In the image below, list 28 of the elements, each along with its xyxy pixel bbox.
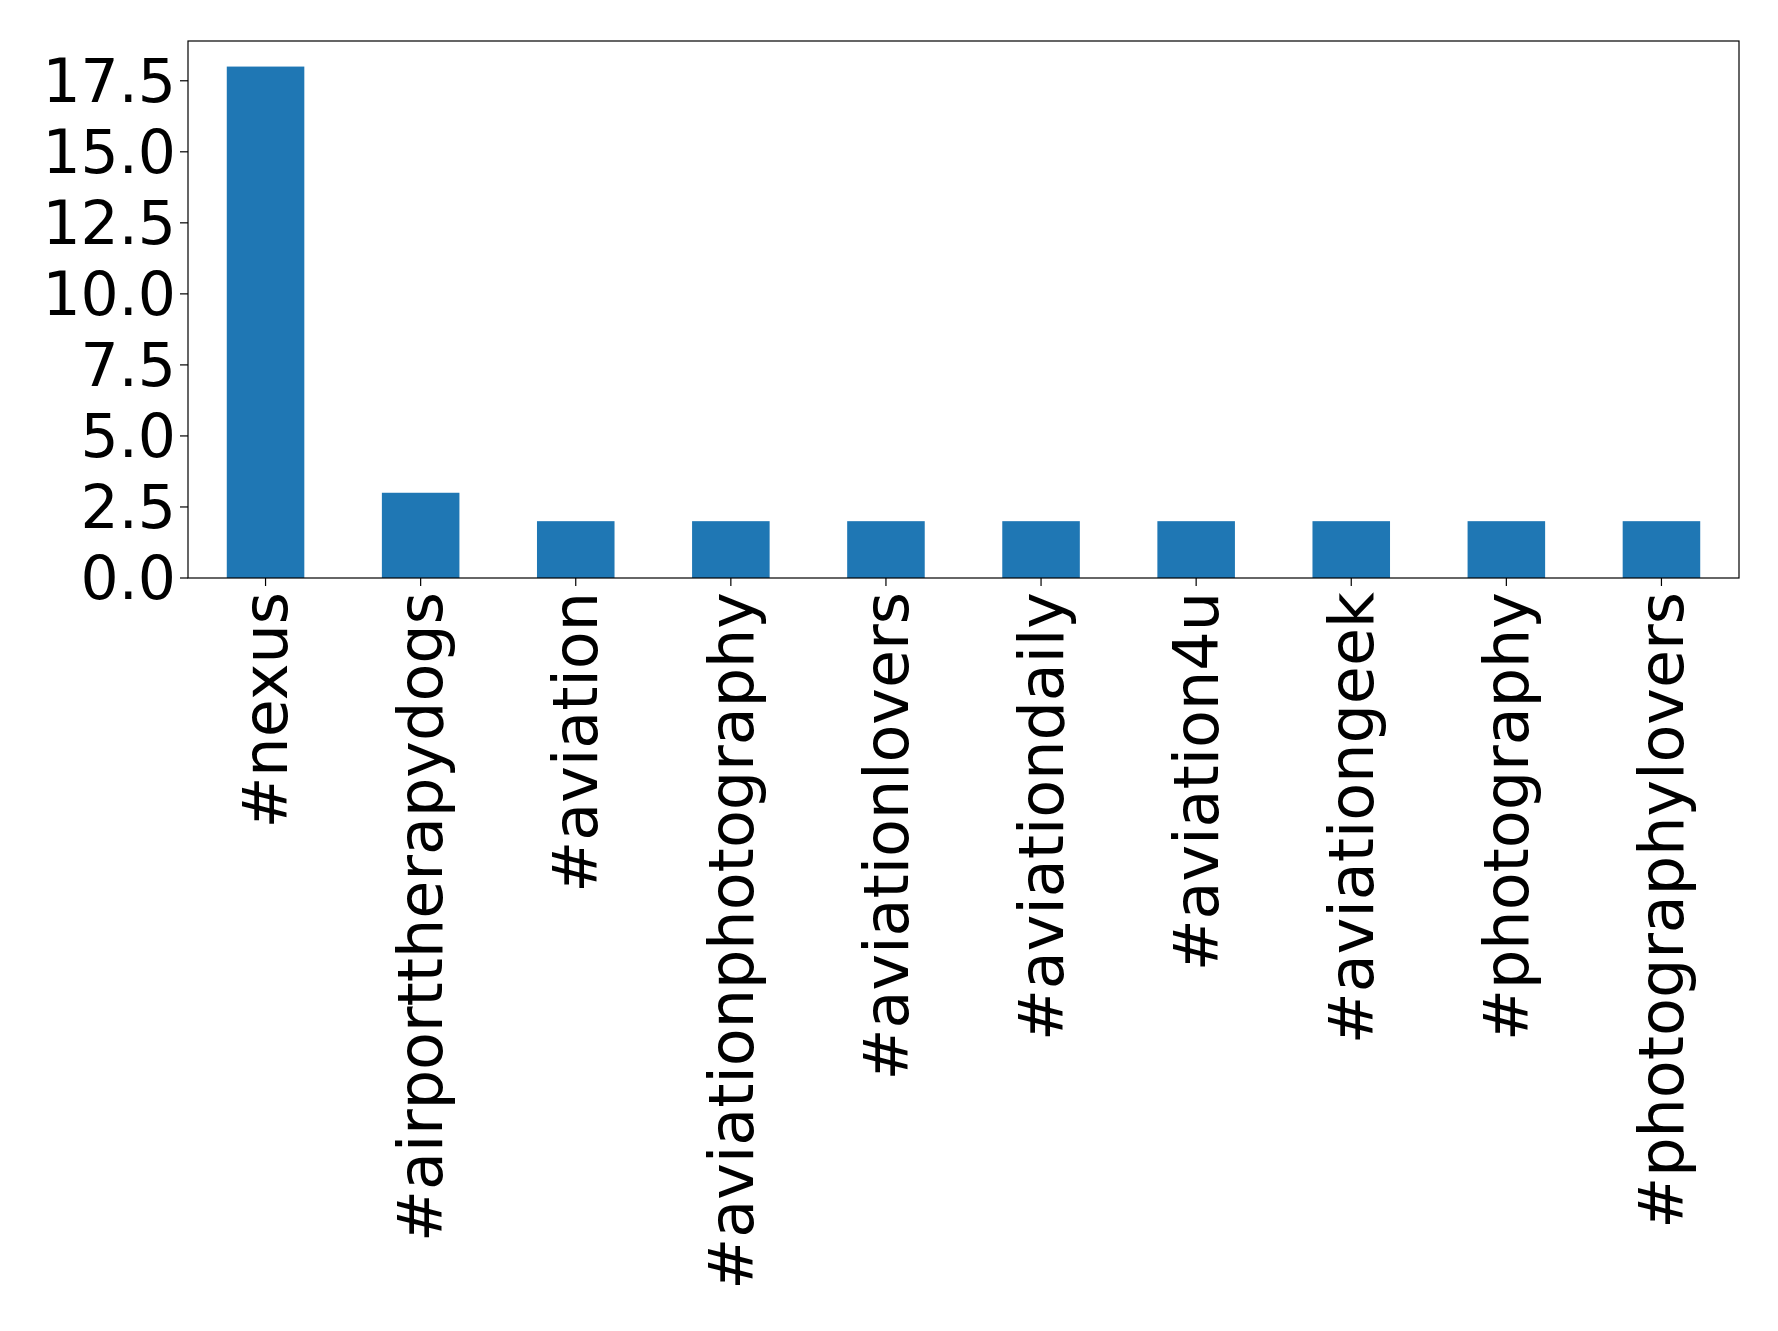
x-tick-label: #airporttherapydogs	[384, 592, 458, 1242]
x-tick-label: #photographylovers	[1625, 592, 1699, 1229]
y-tick-label: 2.5	[80, 471, 176, 542]
x-tick-label: #aviationlovers	[849, 592, 923, 1081]
bar	[1157, 521, 1235, 578]
bar	[536, 521, 615, 578]
x-tick-label: #nexus	[229, 592, 303, 829]
bar	[847, 521, 925, 578]
bar	[1002, 521, 1080, 578]
y-tick-label: 12.5	[42, 187, 176, 258]
y-tick-label: 15.0	[42, 116, 176, 187]
bar	[692, 521, 770, 578]
y-tick-label: 10.0	[42, 258, 176, 329]
y-tick-label: 17.5	[42, 45, 176, 116]
x-tick-label: #photography	[1470, 592, 1544, 1041]
bar	[1312, 521, 1391, 578]
bar	[381, 492, 460, 578]
x-tick-label: #aviationphotography	[694, 592, 768, 1290]
y-tick-label: 7.5	[80, 329, 176, 400]
x-tick-label: #aviation4u	[1159, 592, 1233, 972]
bar	[1622, 521, 1701, 578]
y-tick-label: 5.0	[80, 400, 176, 471]
bar	[1467, 521, 1546, 578]
x-tick-label: #aviationgeek	[1314, 591, 1388, 1045]
x-tick-label: #aviation	[539, 592, 613, 893]
x-tick-label: #aviationdaily	[1004, 592, 1078, 1042]
y-tick-label: 0.0	[80, 543, 176, 613]
bar	[226, 66, 305, 578]
